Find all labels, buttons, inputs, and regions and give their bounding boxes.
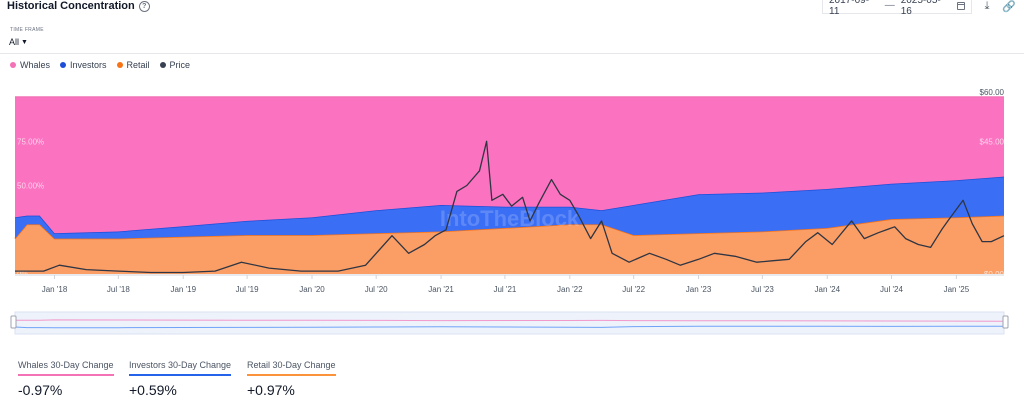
watermark: IntoTheBlock bbox=[440, 206, 580, 231]
x-tick-label: Jan '22 bbox=[557, 285, 583, 294]
x-tick-label: Jul '24 bbox=[880, 285, 903, 294]
legend-dot-retail bbox=[116, 62, 123, 68]
x-tick-label: Jan '21 bbox=[428, 285, 454, 294]
x-tick-label: Jul '18 bbox=[107, 285, 130, 294]
stat-value-retail: +0.97% bbox=[247, 382, 295, 398]
stat-label-whales: Whales 30-Day Change bbox=[18, 360, 114, 376]
legend-dot-investors bbox=[60, 62, 67, 68]
time-frame-select[interactable]: All ▼ bbox=[9, 37, 28, 47]
concentration-chart[interactable]: 75.00%50.00%0%$60.00$45.00$0.00IntoTheBl… bbox=[0, 86, 1024, 346]
navigator-handle-left bbox=[10, 315, 17, 329]
price-line bbox=[15, 140, 1005, 274]
range-dash: — bbox=[884, 0, 895, 11]
legend-dot-price bbox=[159, 62, 166, 68]
x-tick-label: Jul '20 bbox=[365, 285, 388, 294]
title-text: Historical Concentration bbox=[7, 0, 135, 12]
area-investors bbox=[15, 176, 1004, 239]
end-date[interactable]: 2025-05-16 bbox=[900, 0, 941, 17]
share-link-button[interactable]: 🔗 bbox=[998, 0, 1020, 14]
x-tick-label: Jan '18 bbox=[42, 285, 68, 294]
x-tick-label: Jul '23 bbox=[751, 285, 774, 294]
chevron-down-icon: ▼ bbox=[21, 38, 28, 46]
navigator-handle-right bbox=[1002, 315, 1009, 329]
y-left-tick-label: 75.00% bbox=[17, 137, 44, 146]
legend-item-retail[interactable]: Retail bbox=[116, 60, 150, 70]
stat-investors: Investors 30-Day Change +0.59% bbox=[129, 360, 232, 398]
x-tick-label: Jul '21 bbox=[493, 285, 516, 294]
time-frame-label: TIME FRAME bbox=[10, 27, 44, 33]
legend-dot-whales bbox=[10, 62, 16, 68]
x-tick-label: Jan '23 bbox=[686, 285, 712, 294]
legend-item-investors[interactable]: Investors bbox=[60, 60, 107, 70]
x-tick-label: Jul '19 bbox=[236, 285, 259, 294]
time-frame-value[interactable]: All bbox=[9, 37, 20, 47]
download-icon: ⤓ bbox=[984, 0, 990, 12]
start-date[interactable]: 2017-09-11 bbox=[829, 0, 870, 17]
navigator-line-whales bbox=[15, 319, 1005, 322]
help-circle-icon[interactable]: ? bbox=[138, 0, 150, 12]
page-title: Historical Concentration ? bbox=[7, 0, 150, 12]
stat-retail: Retail 30-Day Change +0.97% bbox=[247, 360, 336, 398]
stat-value-whales: -0.97% bbox=[18, 382, 63, 398]
legend-label-price: Price bbox=[169, 60, 191, 70]
legend-label-investors: Investors bbox=[70, 60, 107, 70]
legend-item-whales[interactable]: Whales bbox=[10, 60, 50, 70]
area-retail bbox=[15, 215, 1004, 274]
area-whales bbox=[15, 97, 1004, 234]
y-right-tick-label: $60.00 bbox=[980, 88, 1005, 97]
x-tick-label: Jan '20 bbox=[299, 285, 325, 294]
divider bbox=[0, 53, 1024, 54]
stat-whales: Whales 30-Day Change -0.97% bbox=[18, 360, 114, 398]
legend-label-whales: Whales bbox=[20, 60, 51, 70]
legend-item-price[interactable]: Price bbox=[159, 60, 191, 70]
link-icon: 🔗 bbox=[1002, 0, 1016, 13]
stat-label-retail: Retail 30-Day Change bbox=[247, 360, 336, 376]
x-tick-label: Jan '24 bbox=[815, 285, 841, 294]
x-tick-label: Jan '25 bbox=[944, 285, 970, 294]
stat-label-investors: Investors 30-Day Change bbox=[129, 360, 232, 376]
y-right-tick-label: $45.00 bbox=[980, 137, 1005, 146]
chart-legend: Whales Investors Retail Price bbox=[10, 60, 190, 70]
x-tick-label: Jan '19 bbox=[170, 285, 196, 294]
calendar-icon[interactable] bbox=[957, 1, 965, 10]
stat-value-investors: +0.59% bbox=[129, 382, 177, 398]
navigator-line-investors bbox=[14, 325, 1005, 329]
y-left-tick-label: 50.00% bbox=[17, 182, 44, 191]
x-tick-label: Jul '22 bbox=[622, 285, 645, 294]
navigator-window bbox=[14, 311, 1005, 335]
date-range-picker[interactable]: 2017-09-11 — 2025-05-16 bbox=[822, 0, 972, 17]
download-button[interactable]: ⤓ bbox=[976, 0, 998, 14]
legend-label-retail: Retail bbox=[126, 60, 150, 70]
